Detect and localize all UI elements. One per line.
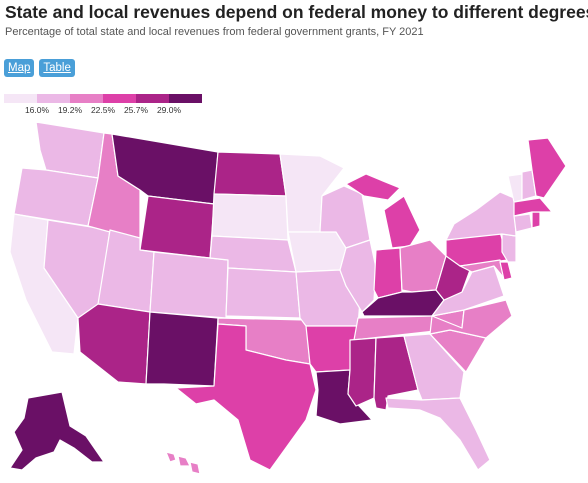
state-fl[interactable] bbox=[385, 397, 491, 471]
state-hi[interactable] bbox=[165, 451, 201, 475]
legend-labels: 16.0% 19.2% 22.5% 25.7% 29.0% bbox=[4, 103, 202, 115]
state-sd[interactable] bbox=[211, 193, 289, 241]
state-me[interactable] bbox=[527, 137, 567, 199]
legend-swatch bbox=[37, 94, 70, 103]
legend-swatch bbox=[4, 94, 37, 103]
state-az[interactable] bbox=[77, 303, 151, 385]
chart-subtitle: Percentage of total state and local reve… bbox=[5, 26, 424, 38]
state-ma[interactable] bbox=[513, 197, 553, 217]
map-view-button[interactable]: Map bbox=[4, 59, 35, 77]
state-de[interactable] bbox=[499, 261, 513, 281]
state-md[interactable] bbox=[459, 259, 505, 279]
state-wy[interactable] bbox=[139, 195, 215, 259]
state-in[interactable] bbox=[373, 247, 403, 299]
state-tx[interactable] bbox=[175, 323, 317, 471]
legend-scale bbox=[4, 94, 202, 103]
legend-swatch bbox=[70, 94, 103, 103]
legend-swatch bbox=[136, 94, 169, 103]
state-ms[interactable] bbox=[347, 337, 377, 407]
table-view-button[interactable]: Table bbox=[39, 59, 75, 77]
state-nm[interactable] bbox=[145, 311, 219, 387]
legend-threshold-label: 19.2% bbox=[57, 105, 83, 115]
state-ak[interactable] bbox=[9, 391, 105, 471]
legend-swatch bbox=[169, 94, 202, 103]
legend-threshold-label: 25.7% bbox=[123, 105, 149, 115]
legend-threshold-label: 29.0% bbox=[156, 105, 182, 115]
state-ny[interactable] bbox=[445, 191, 517, 241]
legend-threshold-label: 16.0% bbox=[24, 105, 50, 115]
state-ks[interactable] bbox=[225, 267, 301, 319]
state-nd[interactable] bbox=[213, 151, 287, 197]
state-nc[interactable] bbox=[429, 299, 513, 339]
state-co[interactable] bbox=[149, 251, 229, 319]
chart-title: State and local revenues depend on feder… bbox=[5, 2, 588, 22]
legend-threshold-label: 22.5% bbox=[90, 105, 116, 115]
view-toggle: Map Table bbox=[4, 59, 75, 77]
state-ri[interactable] bbox=[531, 211, 541, 229]
legend-swatch bbox=[103, 94, 136, 103]
color-legend: 16.0% 19.2% 22.5% 25.7% 29.0% bbox=[4, 94, 202, 115]
state-mi[interactable] bbox=[345, 173, 421, 249]
state-ia[interactable] bbox=[287, 231, 347, 273]
state-ct[interactable] bbox=[513, 213, 533, 233]
